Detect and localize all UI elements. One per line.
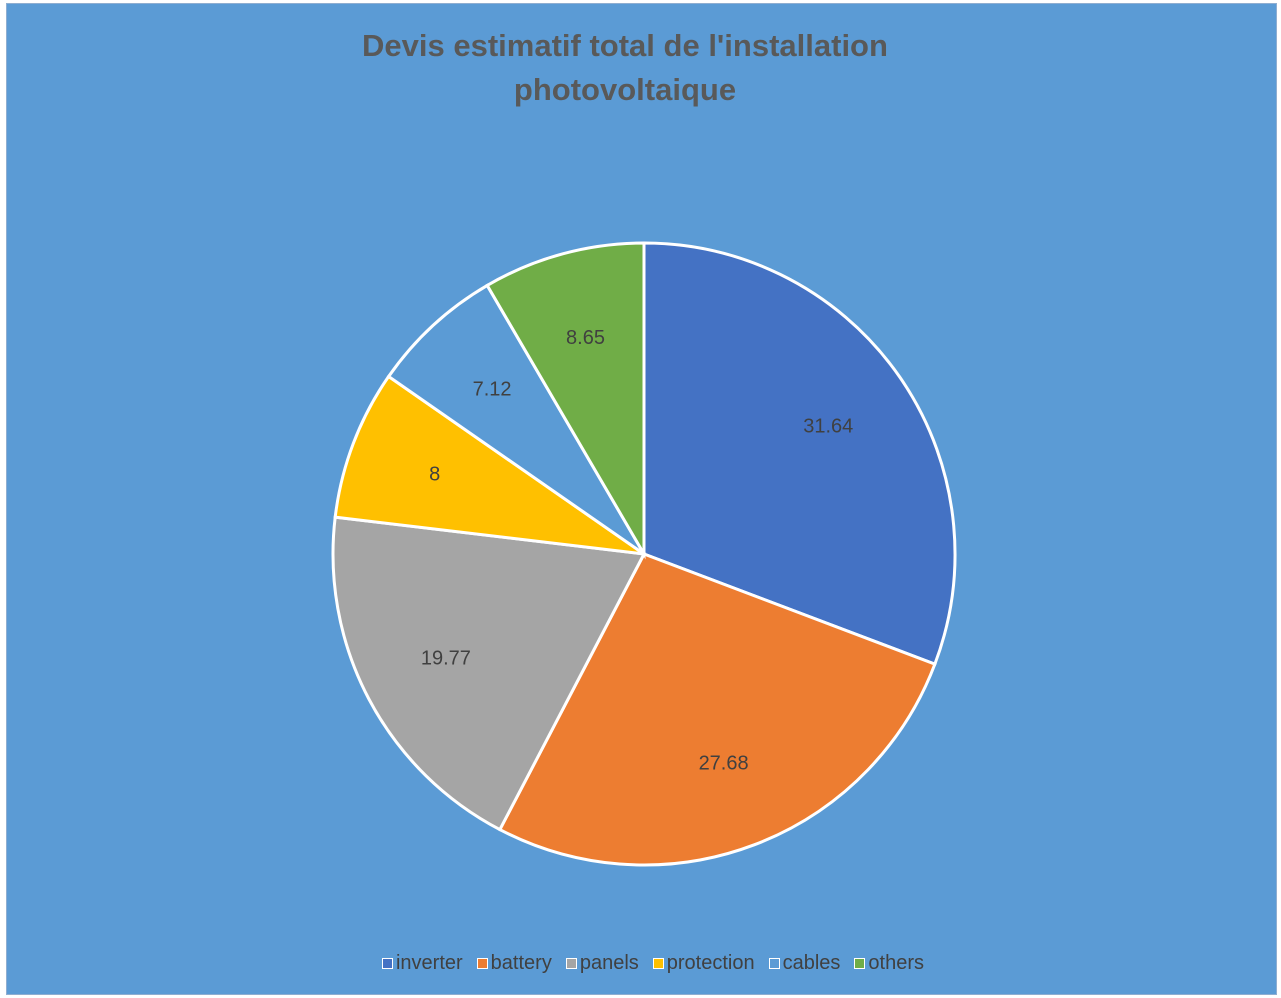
data-label-inverter: 31.64: [803, 416, 853, 438]
legend-item-panels: panels: [565, 952, 639, 975]
legend-swatch-protection: [652, 958, 664, 969]
data-label-panels: 19.77: [421, 647, 471, 669]
legend-swatch-inverter: [381, 958, 393, 969]
data-label-cables: 7.12: [473, 379, 512, 401]
chart-area: Devis estimatif total de l'installation …: [6, 3, 1277, 995]
legend-swatch-battery: [476, 958, 488, 969]
pie-slice-battery: [497, 552, 937, 867]
legend-item-cables: cables: [768, 952, 841, 975]
pie-slices: [331, 241, 957, 867]
legend-item-battery: battery: [476, 952, 552, 975]
chart-title-line-1: Devis estimatif total de l'installation: [362, 28, 888, 63]
pie-slice-others: [485, 241, 646, 560]
legend-item-protection: protection: [652, 952, 755, 975]
pie-data-labels: 31.64 27.68 19.77 8 7.12 8.65: [421, 327, 853, 774]
legend-label-protection: protection: [666, 952, 755, 974]
pie-slice-protection: [333, 374, 645, 556]
chart-title-line-2: photovoltaique: [513, 72, 737, 107]
legend-label-inverter: inverter: [395, 952, 463, 974]
pie-slice-inverter: [642, 241, 957, 667]
legend-label-others: others: [868, 952, 925, 974]
legend-swatch-others: [854, 958, 866, 969]
pie-slice-cables: [386, 283, 646, 556]
pie-slice-panels: [331, 515, 647, 832]
chart-title: Devis estimatif total de l'installation …: [7, 24, 1243, 112]
legend-swatch-panels: [565, 958, 577, 969]
legend-swatch-cables: [768, 958, 780, 969]
legend-item-inverter: inverter: [381, 952, 463, 975]
legend: inverter battery panels protection cables oth…: [7, 952, 1281, 975]
legend-item-others: others: [854, 952, 924, 975]
data-label-others: 8.65: [566, 327, 605, 349]
data-label-battery: 27.68: [699, 752, 749, 774]
legend-label-panels: panels: [579, 952, 639, 974]
legend-label-cables: cables: [782, 952, 841, 974]
data-label-protection: 8: [429, 463, 440, 485]
pie-chart: 31.64 27.68 19.77 8 7.12 8.65: [331, 241, 957, 867]
legend-label-battery: battery: [490, 952, 552, 974]
